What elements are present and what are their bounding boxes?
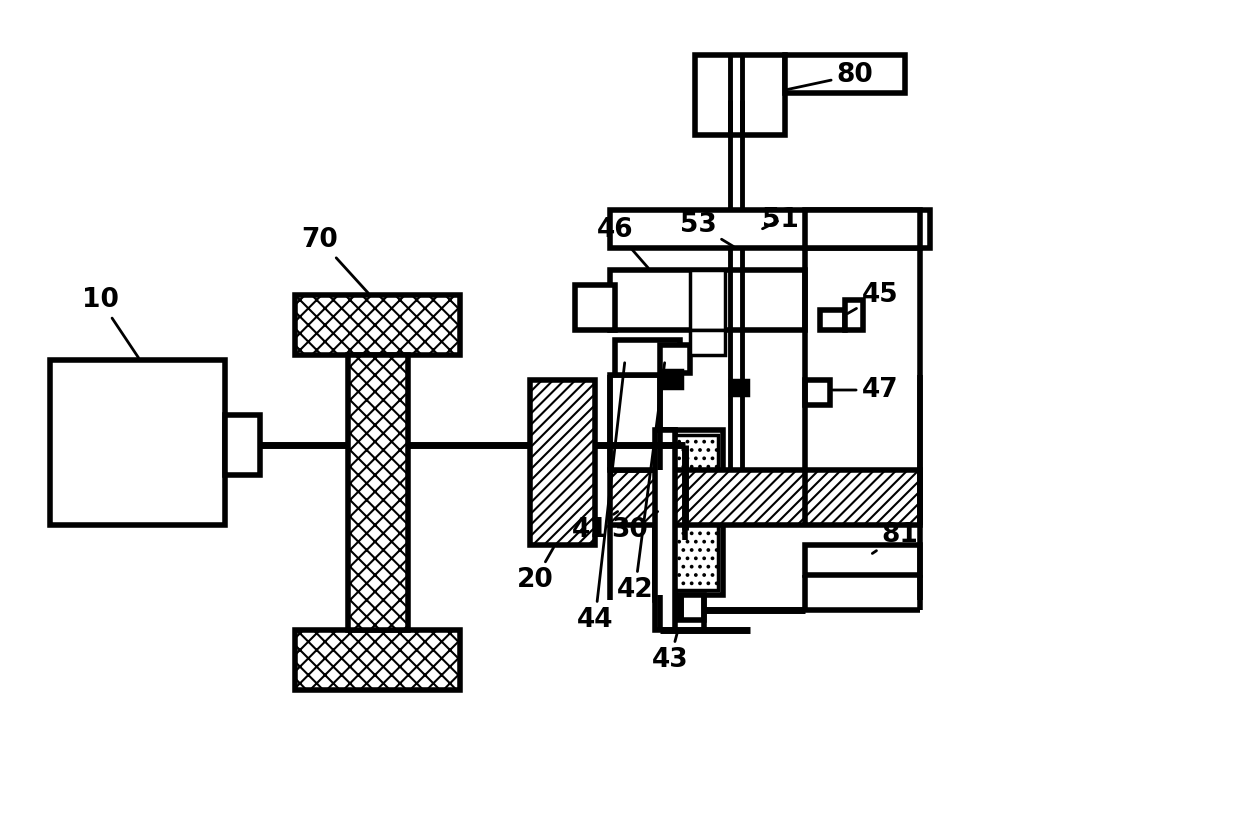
Bar [805,210,920,248]
Bar [610,210,930,248]
Text: 53: 53 [680,212,734,246]
Text: 80: 80 [787,62,873,90]
Bar [224,415,260,475]
Text: 44: 44 [577,363,625,633]
Text: 45: 45 [847,282,898,314]
Bar [610,375,660,470]
Bar [575,285,615,330]
Text: 47: 47 [833,377,898,403]
Bar [615,340,680,375]
Bar [730,380,748,395]
Bar [660,595,704,620]
Bar [655,430,675,630]
Bar [820,310,844,330]
Text: 30: 30 [611,512,657,543]
Bar [50,360,224,525]
Bar [844,300,863,330]
Bar [655,430,723,595]
Text: 20: 20 [517,547,553,593]
Text: 10: 10 [82,287,139,358]
Bar [660,370,682,388]
Bar [295,630,460,690]
Bar [655,430,675,600]
Bar [610,270,805,330]
Text: 46: 46 [596,217,649,268]
Bar [805,545,920,575]
Bar [689,330,725,355]
Bar [689,270,725,330]
Text: 81: 81 [872,522,919,554]
Bar [805,380,830,405]
Bar [658,435,718,590]
Bar [295,295,460,355]
Text: 70: 70 [301,227,368,293]
Text: 41: 41 [572,512,618,543]
Bar [694,55,785,135]
Text: 42: 42 [616,363,665,603]
Bar [785,55,905,93]
Bar [610,470,920,525]
Bar [529,380,595,545]
Text: 43: 43 [652,633,688,673]
Bar [348,355,408,630]
Text: 51: 51 [761,207,799,233]
Bar [660,345,689,373]
